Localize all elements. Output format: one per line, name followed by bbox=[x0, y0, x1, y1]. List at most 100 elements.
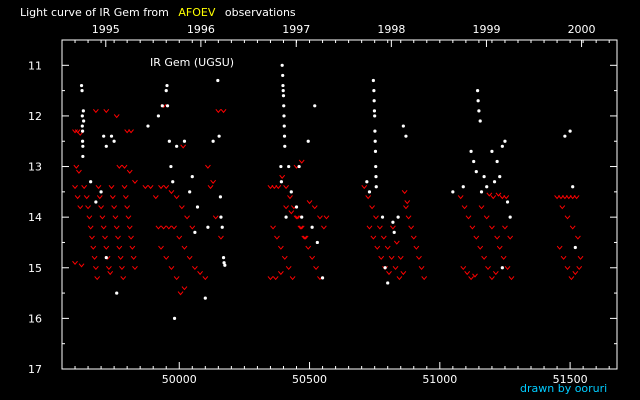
fainter-than-point bbox=[404, 200, 411, 205]
observation-point bbox=[112, 139, 116, 143]
fainter-than-point bbox=[302, 235, 309, 240]
observation-point bbox=[281, 94, 286, 98]
observation-point bbox=[195, 205, 200, 209]
observation-point bbox=[283, 144, 287, 148]
observation-point bbox=[219, 215, 223, 219]
fainter-than-point bbox=[91, 255, 98, 260]
fainter-than-point bbox=[168, 265, 175, 271]
fainter-than-point bbox=[392, 265, 399, 271]
year-tick-label: 1999 bbox=[472, 23, 500, 36]
observation-point bbox=[223, 263, 227, 267]
fainter-than-point bbox=[192, 265, 198, 271]
observation-point bbox=[568, 129, 572, 133]
fainter-than-point bbox=[573, 195, 580, 200]
observation-point bbox=[156, 114, 161, 118]
observation-point bbox=[167, 139, 171, 143]
fainter-than-point bbox=[121, 184, 128, 190]
credit-text: drawn by ooruri bbox=[520, 382, 607, 395]
fainter-than-point bbox=[489, 276, 495, 281]
year-axis: 1995 1996 1997 1998 1999 2000 bbox=[74, 23, 610, 47]
observation-point bbox=[104, 256, 108, 260]
fainter-than-point bbox=[132, 265, 138, 271]
fainter-than-point bbox=[129, 245, 136, 250]
observation-point bbox=[222, 261, 226, 265]
fainter-than-point bbox=[171, 225, 177, 230]
fainter-than-point bbox=[76, 169, 82, 174]
fainter-than-point bbox=[78, 263, 85, 268]
observation-point bbox=[146, 124, 150, 128]
fainter-than-point bbox=[126, 169, 133, 174]
observation-point bbox=[386, 281, 390, 285]
fainter-than-point bbox=[160, 225, 167, 230]
fainter-than-point bbox=[113, 114, 120, 119]
fainter-than-point bbox=[77, 131, 84, 136]
observation-point bbox=[315, 240, 319, 245]
fainter-than-point bbox=[556, 245, 563, 250]
fainter-than-point bbox=[202, 276, 209, 281]
fainter-than-point bbox=[277, 245, 284, 250]
observation-point bbox=[220, 225, 224, 229]
fainter-than-point bbox=[72, 129, 78, 134]
fainter-than-point bbox=[186, 255, 193, 260]
fainter-than-point bbox=[397, 255, 404, 260]
chart-title: Light curve of IR Gem from AFOEV observa… bbox=[20, 6, 296, 19]
observation-point bbox=[476, 99, 480, 103]
observation-point bbox=[373, 114, 377, 118]
y-tick-label: 12 bbox=[28, 110, 42, 123]
year-tick-label: 1995 bbox=[92, 23, 120, 36]
observation-point bbox=[216, 78, 220, 83]
fainter-than-point bbox=[494, 235, 501, 240]
fainter-than-point bbox=[489, 225, 495, 230]
observation-point bbox=[80, 124, 84, 128]
observation-point bbox=[182, 139, 187, 143]
fainter-than-point bbox=[117, 255, 124, 260]
observation-point bbox=[404, 134, 408, 138]
title-source: AFOEV bbox=[178, 6, 215, 19]
fainter-than-point bbox=[301, 235, 308, 240]
fainter-than-point bbox=[504, 265, 511, 271]
fainter-than-point bbox=[472, 273, 478, 278]
fainter-than-point bbox=[577, 255, 584, 260]
fainter-than-point bbox=[293, 215, 300, 220]
observation-point bbox=[372, 89, 376, 93]
observation-point bbox=[81, 154, 85, 159]
fainter-than-point bbox=[212, 215, 219, 220]
observation-point bbox=[310, 225, 314, 229]
observation-point bbox=[500, 266, 504, 270]
fainter-than-point bbox=[298, 159, 305, 164]
fainter-than-point bbox=[92, 109, 99, 114]
fainter-than-point bbox=[74, 195, 81, 200]
observation-point bbox=[109, 134, 114, 138]
fainter-than-point bbox=[116, 245, 123, 250]
fainter-than-point bbox=[502, 225, 508, 230]
observation-point bbox=[218, 195, 223, 199]
fainter-than-point bbox=[168, 190, 175, 195]
observation-point bbox=[89, 180, 93, 184]
observation-point bbox=[490, 149, 494, 153]
observation-point bbox=[115, 291, 119, 295]
observation-point bbox=[188, 190, 192, 194]
fainter-than-point bbox=[410, 235, 417, 240]
observation-point bbox=[172, 316, 177, 320]
fainter-than-point bbox=[205, 164, 211, 169]
fainter-than-point bbox=[485, 265, 491, 271]
fainter-than-point bbox=[564, 265, 571, 271]
year-tick-label: 2000 bbox=[568, 23, 596, 36]
fainter-than-point bbox=[207, 184, 214, 190]
fainter-than-point bbox=[181, 286, 188, 291]
observation-point bbox=[392, 230, 396, 234]
fainter-than-point bbox=[119, 265, 125, 271]
fainter-than-point bbox=[507, 235, 514, 240]
fainter-than-point bbox=[128, 235, 134, 240]
fainter-than-point bbox=[483, 215, 490, 220]
fainter-than-point bbox=[288, 210, 295, 215]
observation-point bbox=[294, 205, 299, 209]
fainter-than-point bbox=[152, 195, 159, 200]
fainter-than-point bbox=[267, 276, 274, 281]
observation-point bbox=[203, 296, 207, 300]
observation-point bbox=[82, 119, 86, 123]
title-suffix: observations bbox=[225, 6, 296, 19]
observation-point bbox=[281, 89, 285, 93]
fainter-than-point bbox=[370, 235, 377, 240]
fainter-than-point bbox=[317, 215, 323, 220]
